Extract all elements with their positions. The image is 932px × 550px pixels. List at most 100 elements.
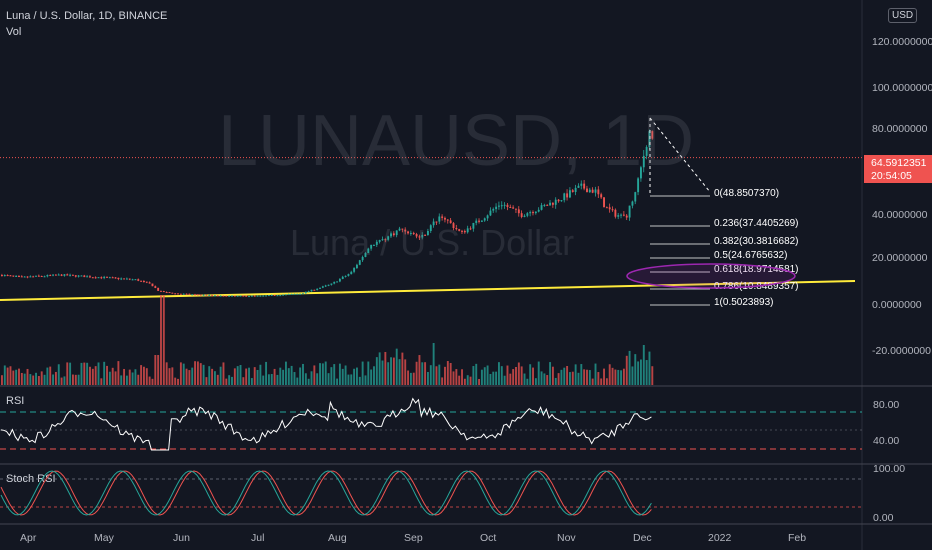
price-tick: 120.0000000	[872, 36, 932, 48]
volume-bar	[313, 365, 316, 385]
volume-bar	[228, 375, 231, 385]
volume-bar	[446, 361, 449, 385]
candle-body	[569, 190, 571, 198]
candle-body	[418, 236, 421, 238]
volume-bar	[324, 361, 327, 385]
volume-bar	[35, 372, 37, 385]
volume-bar	[319, 363, 321, 385]
volume-bar	[94, 366, 97, 385]
candle-body	[285, 294, 287, 296]
volume-bar	[219, 366, 222, 385]
volume-bar	[537, 361, 540, 385]
volume-bar	[503, 375, 506, 385]
volume-bar	[151, 378, 154, 385]
volume-bar	[529, 364, 532, 385]
volume-bar	[461, 369, 463, 385]
volume-bar	[114, 371, 117, 385]
volume-bar	[145, 368, 148, 385]
price-axis[interactable]: 120.0000000 100.0000000 80.0000000 20.00…	[872, 36, 932, 357]
volume-bar	[492, 371, 495, 385]
volume-bar	[520, 366, 523, 385]
volume-bar	[290, 365, 293, 385]
candle-body	[446, 219, 449, 221]
price-tick: 40.0000000	[872, 209, 928, 221]
volume-bar	[384, 351, 387, 385]
candle-body	[199, 294, 202, 296]
volume-bar	[412, 372, 415, 385]
volume-bar	[239, 365, 242, 385]
candle-body	[577, 185, 580, 188]
candle-body	[191, 294, 194, 296]
volume-bar	[344, 365, 347, 385]
candle-body	[324, 285, 327, 287]
candle-body	[103, 276, 106, 279]
candle-body	[395, 230, 398, 236]
volume-bar	[91, 368, 94, 385]
candle-body	[608, 207, 611, 210]
candle-body	[364, 252, 367, 257]
volume-bar	[40, 371, 43, 385]
candle-body	[642, 155, 645, 168]
candle-body	[398, 228, 401, 231]
volume-bar	[83, 362, 86, 385]
chart-title[interactable]: Luna / U.S. Dollar, 1D, BINANCE	[6, 10, 168, 22]
time-label: Dec	[633, 532, 652, 544]
candle-body	[182, 293, 185, 295]
candle-body	[409, 232, 412, 234]
candle-body	[594, 189, 597, 193]
volume-bar	[106, 365, 108, 385]
candle-body	[114, 277, 117, 279]
volume-bar	[199, 363, 202, 385]
candle-body	[273, 294, 276, 296]
candle-body	[74, 275, 77, 277]
candle-body	[242, 295, 245, 297]
candle-body	[208, 294, 211, 296]
currency-button[interactable]: USD	[888, 8, 918, 23]
volume-bar	[140, 365, 143, 385]
candle-body	[404, 229, 407, 232]
rsi-label: RSI	[6, 395, 24, 407]
volume-bar	[588, 370, 591, 385]
candle-body	[333, 281, 336, 284]
volume-bar	[532, 367, 534, 385]
volume-bar	[60, 377, 63, 385]
volume-bar	[154, 355, 157, 385]
candle-body	[162, 291, 165, 293]
volume-bar	[242, 377, 245, 385]
candle-body	[9, 275, 12, 277]
stoch-k-line	[0, 470, 652, 516]
price-tick: 0.0000000	[872, 299, 922, 311]
volume-bar	[316, 373, 319, 385]
volume-bar	[307, 378, 310, 385]
candle-body	[563, 193, 566, 201]
candle-body	[106, 276, 108, 278]
volume-bar	[37, 376, 40, 385]
volume-bar	[26, 368, 29, 385]
candle-body	[605, 207, 608, 209]
candle-body	[259, 295, 262, 297]
candle-body	[591, 189, 594, 193]
volume-bar	[3, 365, 6, 385]
volume-bar	[591, 378, 594, 385]
rsi-tick: 40.00	[873, 435, 899, 447]
candle-body	[640, 167, 642, 179]
candle-body	[500, 205, 503, 207]
candle-body	[270, 294, 273, 296]
candle-body	[302, 293, 304, 295]
volume-bar	[43, 374, 46, 385]
time-axis[interactable]: Apr May Jun Jul Aug Sep Oct Nov Dec 2022…	[20, 532, 806, 544]
volume-bar	[131, 372, 134, 385]
volume-bar	[486, 365, 489, 385]
candle-body	[89, 276, 91, 278]
volume-bar	[571, 371, 574, 385]
stoch-tick: 100.00	[873, 463, 905, 475]
volume-bar	[6, 367, 9, 385]
volume-bar	[262, 375, 265, 385]
volume-label[interactable]: Vol	[6, 26, 22, 38]
candle-body	[140, 280, 143, 282]
volume-bar	[222, 362, 225, 385]
candle-body	[625, 215, 628, 218]
volume-bar	[134, 369, 137, 385]
candle-body	[86, 276, 89, 278]
